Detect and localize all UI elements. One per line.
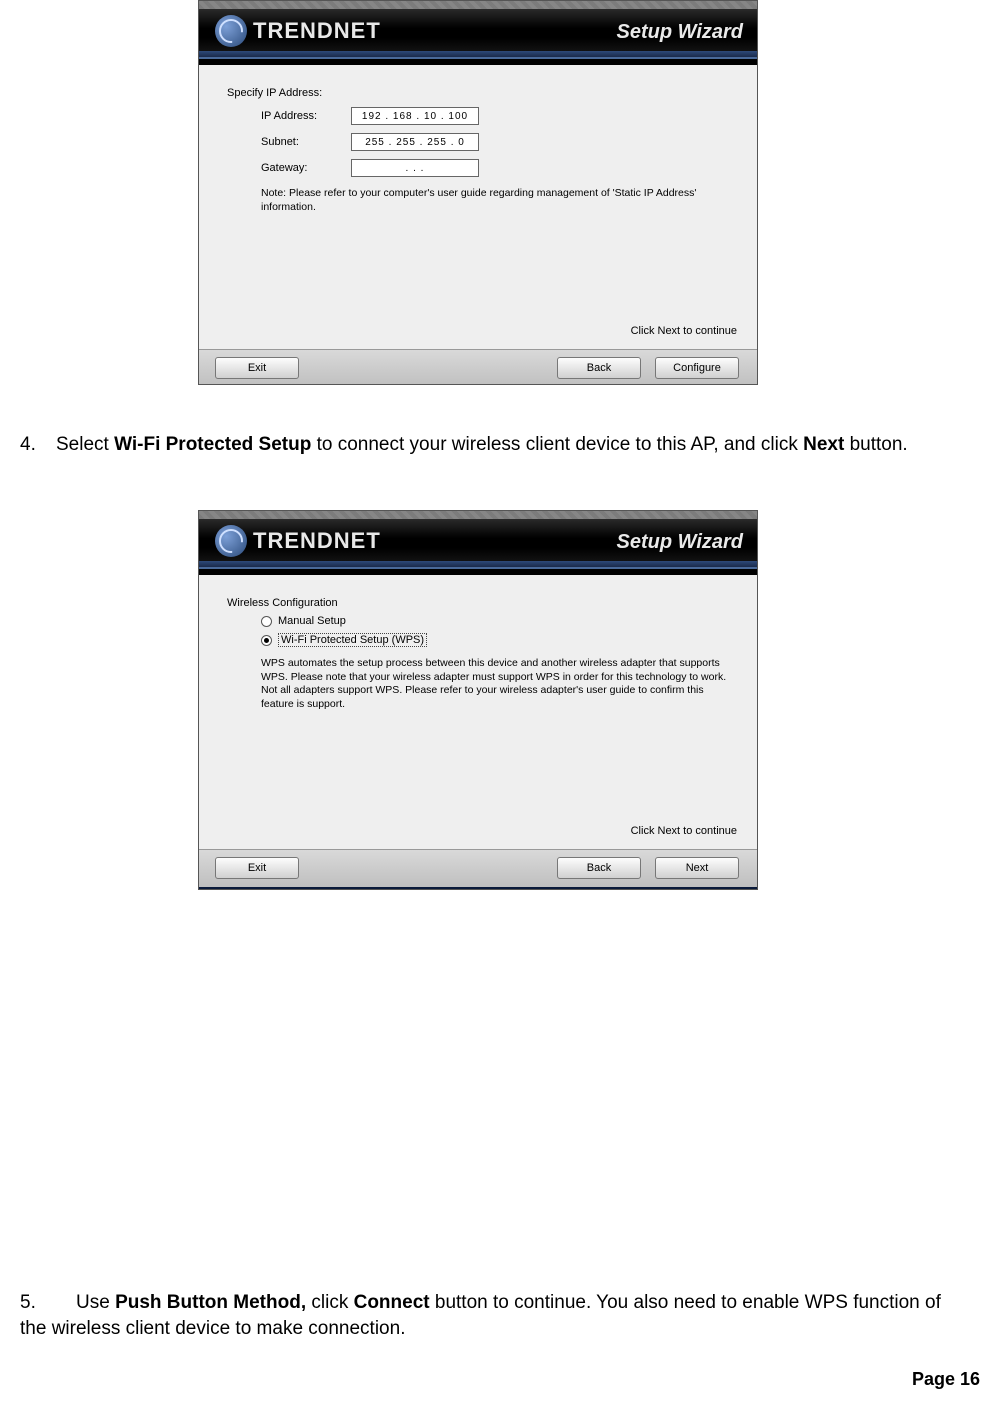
radio-icon-selected — [261, 635, 272, 646]
step-number: 5. — [20, 1290, 56, 1316]
input-ip[interactable]: 192 . 168 . 10 . 100 — [351, 107, 479, 125]
t: button. — [844, 434, 907, 455]
row-ip: IP Address: 192 . 168 . 10 . 100 — [261, 107, 729, 125]
configure-button[interactable]: Configure — [655, 357, 739, 379]
step-5-text: 5.Use Push Button Method, click Connect … — [20, 1290, 960, 1341]
step-number: 4. — [20, 432, 56, 458]
wizard-body: Specify IP Address: IP Address: 192 . 16… — [199, 59, 757, 349]
t-bold: Push Button Method, — [115, 1292, 306, 1313]
brand-icon — [215, 525, 247, 557]
brand-logo: TRENDNET — [215, 525, 381, 557]
t: to connect your wireless client device t… — [311, 434, 803, 455]
t-bold: Next — [803, 434, 844, 455]
wizard-header: TRENDNET Setup Wizard — [199, 9, 757, 59]
hint-text: Click Next to continue — [631, 325, 737, 337]
hint-text: Click Next to continue — [631, 825, 737, 837]
step-4-text: 4.Select Wi-Fi Protected Setup to connec… — [20, 432, 960, 458]
section-title: Specify IP Address: — [227, 87, 729, 99]
row-subnet: Subnet: 255 . 255 . 255 . 0 — [261, 133, 729, 151]
document-page: TRENDNET Setup Wizard Specify IP Address… — [0, 0, 1000, 1404]
radio-manual-setup[interactable]: Manual Setup — [261, 615, 729, 627]
label-subnet: Subnet: — [261, 136, 351, 148]
header-title: Setup Wizard — [617, 21, 744, 44]
wizard-footer: Exit Back Next — [199, 849, 757, 887]
brand-text: TRENDNET — [253, 18, 381, 44]
wizard-ip-settings: TRENDNET Setup Wizard Specify IP Address… — [198, 0, 758, 385]
brand-logo: TRENDNET — [215, 15, 381, 47]
wizard-header: TRENDNET Setup Wizard — [199, 519, 757, 569]
header-title: Setup Wizard — [617, 531, 744, 554]
t: Select — [56, 434, 114, 455]
page-number: Page 16 — [912, 1369, 980, 1390]
decorative-texture — [199, 1, 757, 9]
note-text: WPS automates the setup process between … — [261, 657, 729, 712]
radio-wps[interactable]: Wi-Fi Protected Setup (WPS) — [261, 633, 729, 647]
label-ip: IP Address: — [261, 110, 351, 122]
back-button[interactable]: Back — [557, 357, 641, 379]
exit-button[interactable]: Exit — [215, 357, 299, 379]
t: click — [306, 1292, 354, 1313]
label-gateway: Gateway: — [261, 162, 351, 174]
exit-button[interactable]: Exit — [215, 857, 299, 879]
radio-icon — [261, 616, 272, 627]
t-bold: Connect — [354, 1292, 430, 1313]
brand-text: TRENDNET — [253, 528, 381, 554]
decorative-texture — [199, 511, 757, 519]
next-button[interactable]: Next — [655, 857, 739, 879]
wizard-wireless-config: TRENDNET Setup Wizard Wireless Configura… — [198, 510, 758, 890]
row-gateway: Gateway: . . . — [261, 159, 729, 177]
input-subnet[interactable]: 255 . 255 . 255 . 0 — [351, 133, 479, 151]
copyright-text: Copyright © 2009 TRENDnet. All Rights Re… — [199, 887, 757, 890]
wizard-body: Wireless Configuration Manual Setup Wi-F… — [199, 569, 757, 849]
t-bold: Wi-Fi Protected Setup — [114, 434, 311, 455]
input-gateway[interactable]: . . . — [351, 159, 479, 177]
radio-label: Wi-Fi Protected Setup (WPS) — [278, 633, 427, 647]
brand-icon — [215, 15, 247, 47]
section-title: Wireless Configuration — [227, 597, 729, 609]
wizard-footer: Exit Back Configure — [199, 349, 757, 385]
note-text: Note: Please refer to your computer's us… — [261, 187, 729, 214]
back-button[interactable]: Back — [557, 857, 641, 879]
radio-label: Manual Setup — [278, 615, 346, 627]
t: Use — [76, 1292, 115, 1313]
